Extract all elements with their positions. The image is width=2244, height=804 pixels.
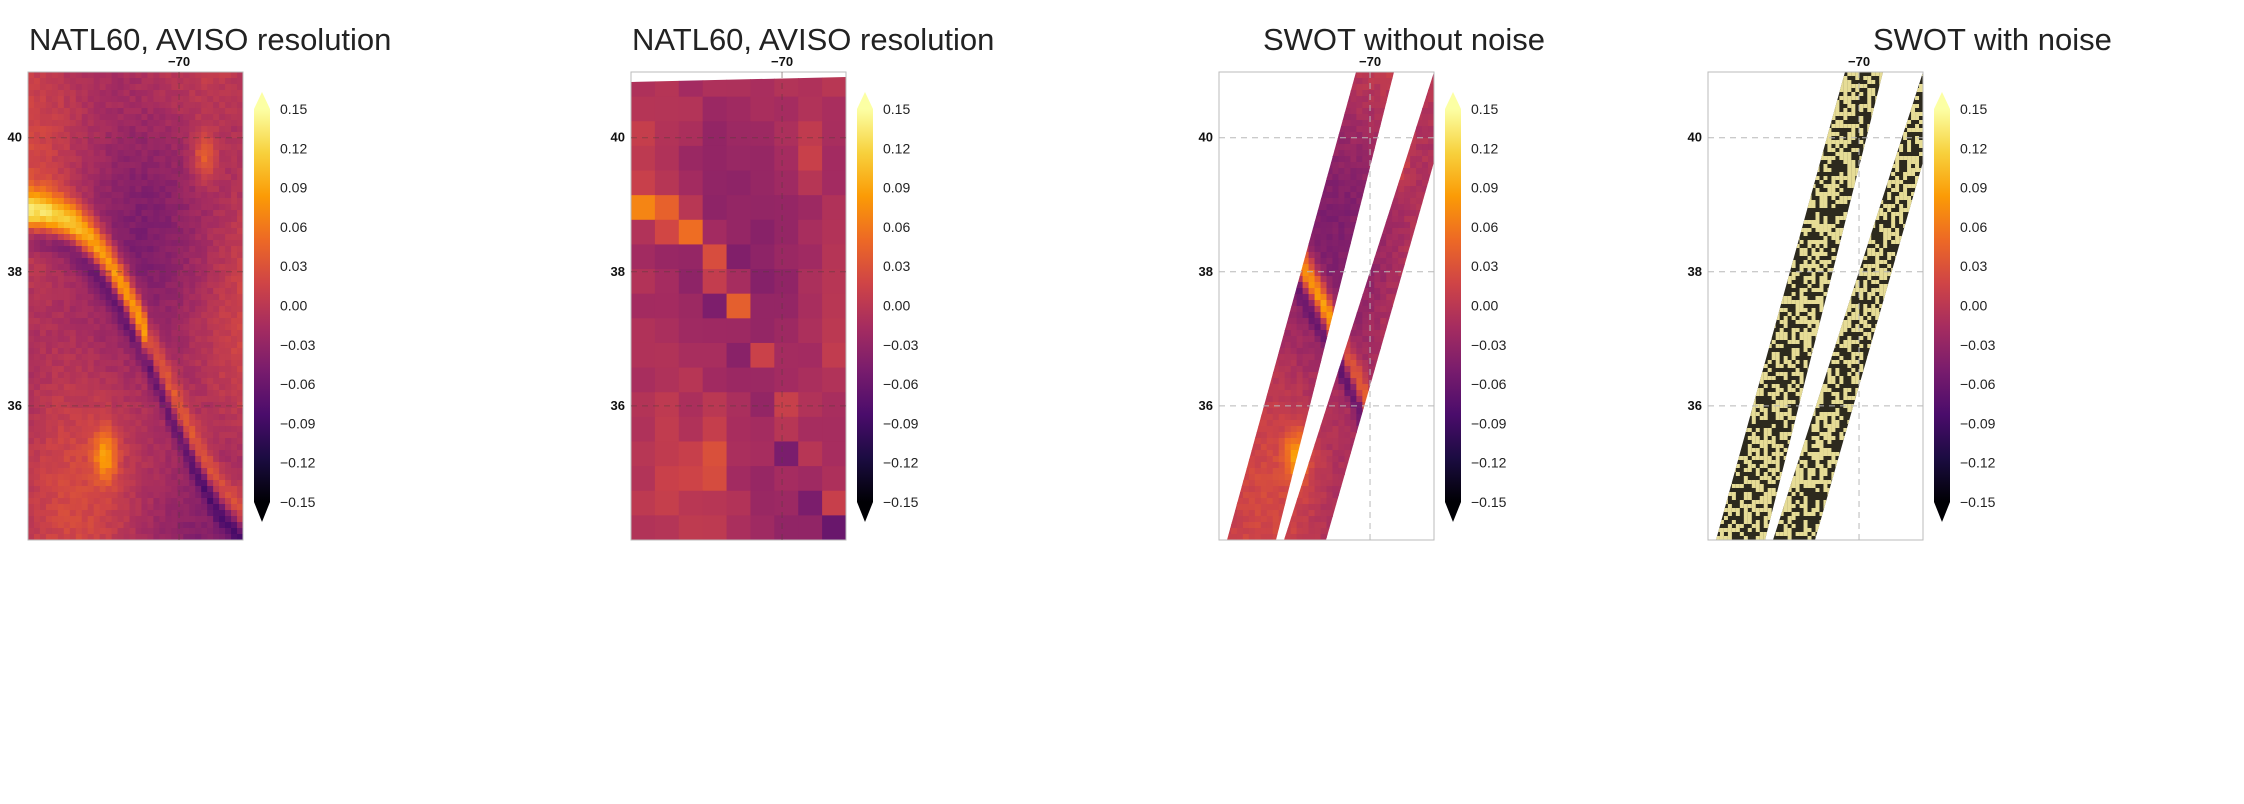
heatmap-field bbox=[1716, 72, 1923, 540]
colorbar-tick-label: −0.09 bbox=[1471, 415, 1507, 431]
colorbar-extend-max bbox=[1445, 92, 1461, 109]
colorbar-tick-label: 0.09 bbox=[280, 180, 307, 196]
colorbar-tick-label: −0.15 bbox=[280, 494, 316, 510]
lat-tick-label: 36 bbox=[1199, 398, 1213, 413]
map-plot: 40 38 36 −70 0.15 0.12 0.09 0.06 0.03 0.00 −0.03 −0… bbox=[1199, 54, 1507, 541]
lat-tick-label: 38 bbox=[8, 264, 22, 279]
colorbar-tick-label: 0.06 bbox=[883, 219, 910, 235]
colorbar-tick-label: 0.03 bbox=[1960, 258, 1987, 274]
lat-tick-label: 36 bbox=[1688, 398, 1702, 413]
colorbar-tick-label: 0.12 bbox=[1960, 140, 1987, 156]
heatmap-field bbox=[1227, 72, 1434, 540]
panel-3: SWOT without noise 40 38 36 −70 0.15 0.12 0.09… bbox=[1191, 0, 1751, 804]
colorbar-tick-label: −0.15 bbox=[883, 494, 919, 510]
colorbar-tick-label: −0.12 bbox=[1960, 455, 1996, 471]
lat-tick-label: 38 bbox=[1688, 264, 1702, 279]
colorbar-tick-label: 0.06 bbox=[280, 219, 307, 235]
lon-tick-label: −70 bbox=[1359, 54, 1381, 69]
heatmap-field bbox=[631, 77, 846, 540]
colorbar-extend-min bbox=[254, 502, 270, 522]
lon-tick-label: −70 bbox=[168, 54, 190, 69]
panel-title: SWOT without noise bbox=[1263, 22, 1545, 57]
lon-tick-label: −70 bbox=[771, 54, 793, 69]
panel-4: SWOT with noise 40 38 36 −70 0.15 0.12 0.09 0.0… bbox=[1680, 0, 2240, 804]
colorbar bbox=[857, 109, 873, 502]
colorbar-tick-label: −0.12 bbox=[883, 455, 919, 471]
colorbar-tick-label: −0.12 bbox=[1471, 455, 1507, 471]
colorbar-tick-label: 0.09 bbox=[883, 180, 910, 196]
colorbar-extend-max bbox=[254, 92, 270, 109]
colorbar-tick-label: −0.09 bbox=[1960, 415, 1996, 431]
colorbar bbox=[1445, 109, 1461, 502]
colorbar-tick-label: 0.15 bbox=[1471, 101, 1498, 117]
plot-frame bbox=[27, 71, 244, 541]
colorbar-tick-label: −0.06 bbox=[280, 376, 316, 392]
colorbar-tick-label: 0.12 bbox=[1471, 140, 1498, 156]
colorbar-tick-label: 0.12 bbox=[280, 140, 307, 156]
colorbar-tick-label: −0.06 bbox=[1471, 376, 1507, 392]
colorbar-extend-min bbox=[1934, 502, 1950, 522]
map-plot: 40 38 36 −70 0.15 0.12 0.09 0.06 0.03 0.00 −0.03 −0… bbox=[8, 54, 316, 541]
plot-frame bbox=[630, 71, 847, 541]
colorbar-tick-label: 0.06 bbox=[1471, 219, 1498, 235]
colorbar-tick-label: −0.03 bbox=[1960, 337, 1996, 353]
colorbar-tick-label: −0.06 bbox=[883, 376, 919, 392]
colorbar-tick-label: 0.15 bbox=[1960, 101, 1987, 117]
colorbar-tick-label: −0.09 bbox=[280, 415, 316, 431]
panel-2: NATL60, AVISO resolution 40 38 36 −70 0.15 0.… bbox=[603, 0, 1163, 804]
colorbar-tick-label: −0.15 bbox=[1471, 494, 1507, 510]
colorbar-tick-label: 0.06 bbox=[1960, 219, 1987, 235]
colorbar-tick-label: 0.03 bbox=[280, 258, 307, 274]
plot-frame bbox=[1218, 71, 1435, 541]
colorbar-extend-max bbox=[1934, 92, 1950, 109]
colorbar bbox=[1934, 109, 1950, 502]
colorbar-tick-label: 0.15 bbox=[883, 101, 910, 117]
colorbar-tick-label: 0.12 bbox=[883, 140, 910, 156]
colorbar-tick-label: 0.09 bbox=[1960, 180, 1987, 196]
lat-tick-label: 36 bbox=[611, 398, 625, 413]
colorbar-extend-min bbox=[1445, 502, 1461, 522]
colorbar-tick-label: 0.03 bbox=[1471, 258, 1498, 274]
panel-1: NATL60, AVISO resolution 40 38 36 −70 0.15 0.… bbox=[0, 0, 560, 804]
colorbar-tick-label: −0.12 bbox=[280, 455, 316, 471]
colorbar-tick-label: −0.09 bbox=[883, 415, 919, 431]
lat-tick-label: 40 bbox=[1688, 130, 1702, 145]
colorbar-tick-label: −0.03 bbox=[883, 337, 919, 353]
lat-tick-label: 38 bbox=[611, 264, 625, 279]
colorbar-extend-min bbox=[857, 502, 873, 522]
colorbar-tick-label: 0.09 bbox=[1471, 180, 1498, 196]
lat-tick-label: 40 bbox=[1199, 130, 1213, 145]
lat-tick-label: 38 bbox=[1199, 264, 1213, 279]
lat-tick-label: 36 bbox=[8, 398, 22, 413]
colorbar-tick-label: −0.03 bbox=[1471, 337, 1507, 353]
map-plot: 40 38 36 −70 0.15 0.12 0.09 0.06 0.03 0.00 −0.03 −0… bbox=[611, 54, 919, 541]
colorbar-tick-label: 0.00 bbox=[1471, 298, 1498, 314]
colorbar-tick-label: 0.03 bbox=[883, 258, 910, 274]
panel-title: SWOT with noise bbox=[1873, 22, 2112, 57]
colorbar-tick-label: −0.06 bbox=[1960, 376, 1996, 392]
colorbar-tick-label: 0.15 bbox=[280, 101, 307, 117]
plot-frame bbox=[1707, 71, 1924, 541]
colorbar-extend-max bbox=[857, 92, 873, 109]
lon-tick-label: −70 bbox=[1848, 54, 1870, 69]
colorbar-tick-label: 0.00 bbox=[280, 298, 307, 314]
heatmap-field bbox=[28, 72, 243, 540]
colorbar-tick-label: −0.03 bbox=[280, 337, 316, 353]
colorbar-tick-label: −0.15 bbox=[1960, 494, 1996, 510]
map-plot: 40 38 36 −70 0.15 0.12 0.09 0.06 0.03 0.00 −0.03 −0… bbox=[1688, 54, 1996, 541]
colorbar-tick-label: 0.00 bbox=[1960, 298, 1987, 314]
panel-title: NATL60, AVISO resolution bbox=[632, 22, 995, 57]
lat-tick-label: 40 bbox=[8, 130, 22, 145]
colorbar bbox=[254, 109, 270, 502]
colorbar-tick-label: 0.00 bbox=[883, 298, 910, 314]
panel-title: NATL60, AVISO resolution bbox=[29, 22, 392, 57]
lat-tick-label: 40 bbox=[611, 130, 625, 145]
